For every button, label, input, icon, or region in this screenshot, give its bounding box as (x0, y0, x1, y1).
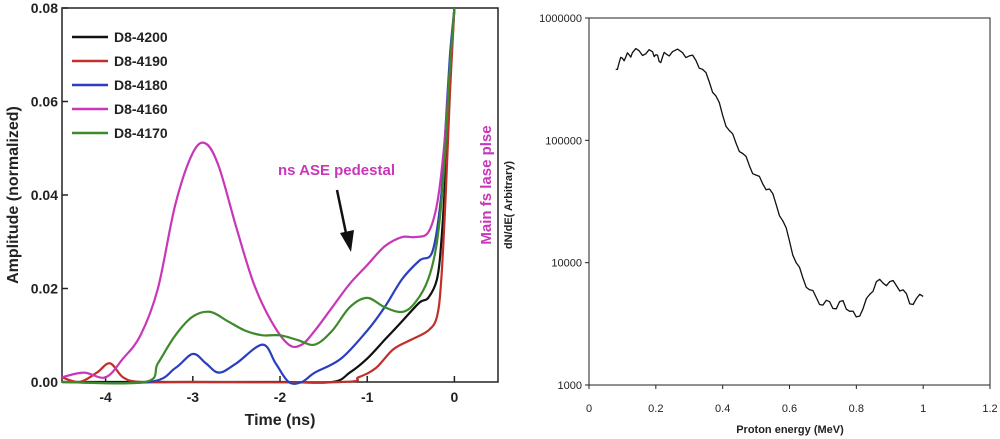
annotation-arrow-shaft (335, 189, 349, 239)
left-x-tick-label: 0 (451, 389, 459, 405)
legend-label-d8-4200: D8-4200 (114, 29, 168, 45)
left-y-tick-label: 0.02 (31, 281, 58, 297)
left-y-tick-label: 0.04 (31, 187, 58, 203)
annotation-ns-ase-pedestal: ns ASE pedestal (278, 162, 395, 179)
annotation-main-fs-pulse: Main fs lase plse (478, 125, 495, 244)
left-series-line-d8-4190 (61, 7, 456, 384)
right-y-tick-label: 100000 (545, 135, 582, 147)
right-x-tick-label: 1 (920, 403, 926, 415)
left-x-tick-label: -1 (361, 389, 374, 405)
left-y-tick-label: 0.06 (31, 94, 58, 110)
left-y-tick-label: 0.00 (31, 374, 58, 390)
left-x-tick-label: -3 (187, 389, 200, 405)
right-chart: 0 0.2 0.4 0.6 0.8 1 1.21000100001000001000000 … (503, 13, 998, 436)
legend-label-d8-4160: D8-4160 (114, 101, 168, 117)
left-y-tick-label: 0.08 (31, 0, 58, 16)
legend-label-d8-4170: D8-4170 (114, 125, 168, 141)
left-x-axis-label: Time (ns) (245, 412, 316, 429)
right-y-tick-label: 1000000 (539, 13, 582, 25)
right-y-axis-label: dN/dE( Arbitrary) (503, 161, 515, 250)
right-x-tick-label: 0.4 (715, 403, 730, 415)
left-x-tick-label: -2 (274, 389, 287, 405)
right-x-axis-label: Proton energy (MeV) (736, 424, 844, 436)
right-series-group (615, 47, 924, 318)
right-y-tick-label: 10000 (551, 258, 582, 270)
left-series-line-d8-4180 (61, 7, 456, 385)
left-series-line-d8-4160 (61, 7, 456, 379)
left-legend: D8-4200 D8-4190 D8-4180 D8-4160 D8-4170 (72, 29, 168, 141)
left-chart: -4 -3 -2 -1 00.000.020.040.060.08 D8-4200D8-… (5, 0, 499, 429)
legend-label-d8-4180: D8-4180 (114, 77, 168, 93)
left-series-group (61, 7, 456, 385)
legend-label-d8-4190: D8-4190 (114, 53, 168, 69)
left-axis-ticks: -4 -3 -2 -1 0 0.00 0.02 0.04 0.06 0.08 (31, 0, 459, 405)
right-x-tick-label: 0.8 (849, 403, 864, 415)
left-x-tick-label: -4 (99, 389, 112, 405)
left-series-line-d8-4170 (61, 7, 456, 385)
right-x-tick-label: 0.2 (648, 403, 663, 415)
right-x-tick-label: 1.2 (982, 403, 997, 415)
right-series-line-proton-spectrum (615, 47, 924, 318)
right-x-tick-label: 0.6 (782, 403, 797, 415)
right-axis-ticks: 0 0.2 0.4 0.6 0.8 1 1.2 1000 10000 100000 1000000 (539, 13, 997, 415)
right-y-tick-label: 1000 (558, 380, 582, 392)
right-plot-frame (588, 17, 991, 386)
annotation-arrow-head (340, 230, 354, 252)
left-y-axis-label: Amplitude (normalized) (5, 106, 22, 284)
right-x-tick-label: 0 (586, 403, 592, 415)
